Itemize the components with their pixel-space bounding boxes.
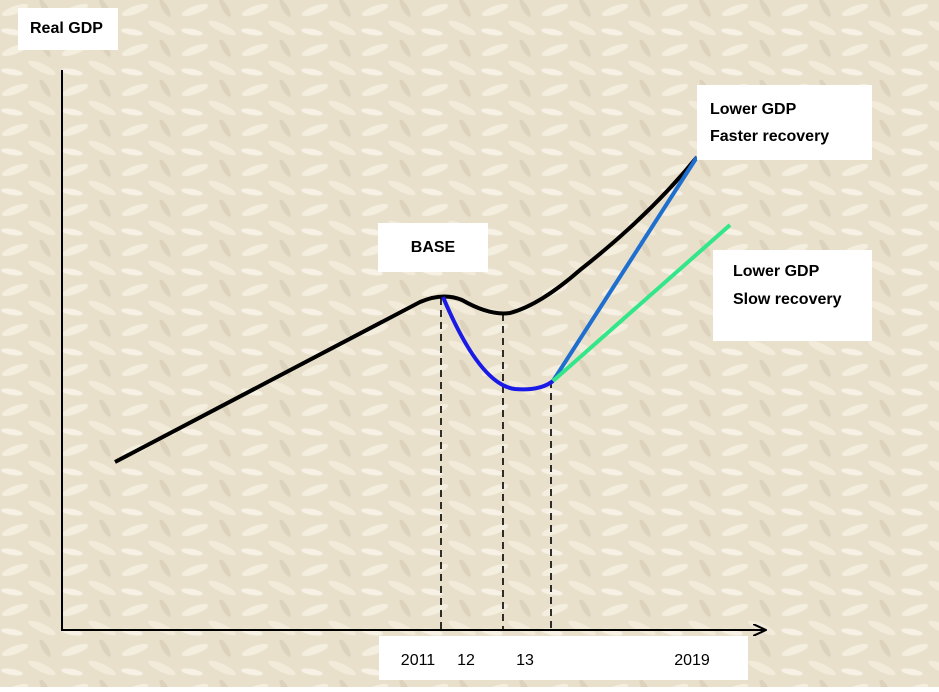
slow-label: Slow recovery (733, 291, 842, 308)
base-label: BASE (411, 239, 456, 256)
faster-label: Lower GDP (710, 101, 797, 118)
x-label: 12 (457, 652, 475, 669)
diagram: Real GDP BASE Lower GDP Faster recovery … (0, 0, 939, 687)
y-axis-label: Real GDP (30, 20, 103, 37)
x-label: 2011 (401, 652, 436, 669)
x-label: 13 (516, 652, 534, 669)
slow-label: Lower GDP (733, 263, 820, 280)
label-box (697, 85, 872, 160)
x-label: 2019 (674, 652, 710, 669)
faster-label: Faster recovery (710, 128, 829, 145)
